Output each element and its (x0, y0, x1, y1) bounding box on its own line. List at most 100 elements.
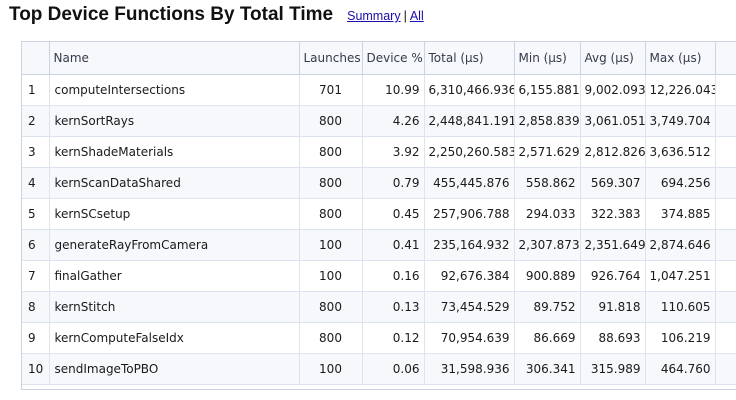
function-name: kernStitch (49, 291, 300, 323)
avg-cell: 2,812.826 (580, 136, 646, 168)
column-header-min[interactable]: Min (µs) (514, 42, 581, 75)
max-cell: 3,749.704 (645, 105, 716, 137)
min-cell: 6,155.881 (514, 74, 581, 106)
page-title: Top Device Functions By Total Time (9, 4, 334, 25)
avg-cell: 926.764 (580, 260, 646, 292)
row-index: 3 (22, 136, 50, 168)
avg-cell: 9,002.093 (580, 74, 646, 106)
avg-cell: 3,061.051 (580, 105, 646, 137)
total-cell: 92,676.384 (424, 260, 515, 292)
table-row[interactable]: 8 kernStitch 800 0.13 73,454.529 89.752 … (22, 291, 736, 323)
device-pct-cell: 0.79 (362, 167, 425, 199)
max-cell: 464.760 (645, 353, 716, 385)
total-cell: 2,448,841.191 (424, 105, 515, 137)
table-row[interactable]: 9 kernComputeFalseIdx 800 0.12 70,954.63… (22, 322, 736, 354)
min-cell: 2,571.629 (514, 136, 581, 168)
row-index: 6 (22, 229, 50, 261)
min-cell: 294.033 (514, 198, 581, 230)
device-pct-cell: 0.13 (362, 291, 425, 323)
table-row[interactable]: 10 sendImageToPBO 100 0.06 31,598.936 30… (22, 353, 736, 385)
avg-cell: 2,351.649 (580, 229, 646, 261)
table-row[interactable]: 2 kernSortRays 800 4.26 2,448,841.191 2,… (22, 105, 736, 137)
min-cell: 89.752 (514, 291, 581, 323)
table-row[interactable]: 1 computeIntersections 701 10.99 6,310,4… (22, 74, 736, 106)
avg-cell: 322.383 (580, 198, 646, 230)
table-row[interactable]: 6 generateRayFromCamera 100 0.41 235,164… (22, 229, 736, 261)
device-pct-cell: 3.92 (362, 136, 425, 168)
column-header-max[interactable]: Max (µs) (645, 42, 716, 75)
column-header-name[interactable]: Name (49, 42, 300, 75)
overflow-cell (715, 74, 736, 106)
device-pct-cell: 0.16 (362, 260, 425, 292)
overflow-cell (715, 198, 736, 230)
max-cell: 374.885 (645, 198, 716, 230)
device-pct-cell: 0.45 (362, 198, 425, 230)
max-cell: 2,874.646 (645, 229, 716, 261)
overflow-cell (715, 136, 736, 168)
device-pct-cell: 4.26 (362, 105, 425, 137)
column-header-index[interactable] (22, 42, 50, 75)
function-name: kernComputeFalseIdx (49, 322, 300, 354)
row-index: 9 (22, 322, 50, 354)
column-header-avg[interactable]: Avg (µs) (580, 42, 646, 75)
launches-cell: 100 (299, 229, 363, 261)
max-cell: 110.605 (645, 291, 716, 323)
overflow-cell (715, 353, 736, 385)
launches-cell: 100 (299, 353, 363, 385)
table-row[interactable]: 4 kernScanDataShared 800 0.79 455,445.87… (22, 167, 736, 199)
total-cell: 2,250,260.583 (424, 136, 515, 168)
launches-cell: 800 (299, 167, 363, 199)
function-name: generateRayFromCamera (49, 229, 300, 261)
table-row[interactable]: 5 kernSCsetup 800 0.45 257,906.788 294.0… (22, 198, 736, 230)
row-index: 4 (22, 167, 50, 199)
table-row[interactable]: 3 kernShadeMaterials 800 3.92 2,250,260.… (22, 136, 736, 168)
max-cell: 12,226.043 (645, 74, 716, 106)
overflow-cell (715, 322, 736, 354)
launches-cell: 800 (299, 291, 363, 323)
row-index: 5 (22, 198, 50, 230)
avg-cell: 569.307 (580, 167, 646, 199)
overflow-cell (715, 260, 736, 292)
column-header-total[interactable]: Total (µs) (424, 42, 515, 75)
launches-cell: 701 (299, 74, 363, 106)
overflow-cell (715, 291, 736, 323)
view-links: Summary | All (347, 9, 424, 23)
min-cell: 2,858.839 (514, 105, 581, 137)
launches-cell: 100 (299, 260, 363, 292)
total-cell: 235,164.932 (424, 229, 515, 261)
row-index: 1 (22, 74, 50, 106)
avg-cell: 91.818 (580, 291, 646, 323)
column-header-device-pct[interactable]: Device % (362, 42, 425, 75)
device-pct-cell: 10.99 (362, 74, 425, 106)
min-cell: 306.341 (514, 353, 581, 385)
min-cell: 900.889 (514, 260, 581, 292)
total-cell: 6,310,466.936 (424, 74, 515, 106)
column-header-launches[interactable]: Launches (299, 42, 363, 75)
total-cell: 31,598.936 (424, 353, 515, 385)
table-row[interactable]: 7 finalGather 100 0.16 92,676.384 900.88… (22, 260, 736, 292)
device-pct-cell: 0.06 (362, 353, 425, 385)
page-header: Top Device Functions By Total Time Summa… (9, 4, 424, 30)
function-name: finalGather (49, 260, 300, 292)
table-header-row: Name Launches Device % Total (µs) Min (µ… (22, 42, 736, 75)
avg-cell: 88.693 (580, 322, 646, 354)
overflow-cell (715, 105, 736, 137)
device-pct-cell: 0.41 (362, 229, 425, 261)
max-cell: 106.219 (645, 322, 716, 354)
total-cell: 455,445.876 (424, 167, 515, 199)
all-link[interactable]: All (409, 9, 424, 23)
min-cell: 2,307.873 (514, 229, 581, 261)
function-name: sendImageToPBO (49, 353, 300, 385)
summary-link[interactable]: Summary (347, 9, 401, 23)
launches-cell: 800 (299, 136, 363, 168)
function-name: kernSCsetup (49, 198, 300, 230)
function-name: computeIntersections (49, 74, 300, 106)
column-header-overflow (715, 42, 736, 75)
launches-cell: 800 (299, 198, 363, 230)
overflow-cell (715, 229, 736, 261)
function-name: kernScanDataShared (49, 167, 300, 199)
device-pct-cell: 0.12 (362, 322, 425, 354)
min-cell: 558.862 (514, 167, 581, 199)
max-cell: 694.256 (645, 167, 716, 199)
total-cell: 70,954.639 (424, 322, 515, 354)
